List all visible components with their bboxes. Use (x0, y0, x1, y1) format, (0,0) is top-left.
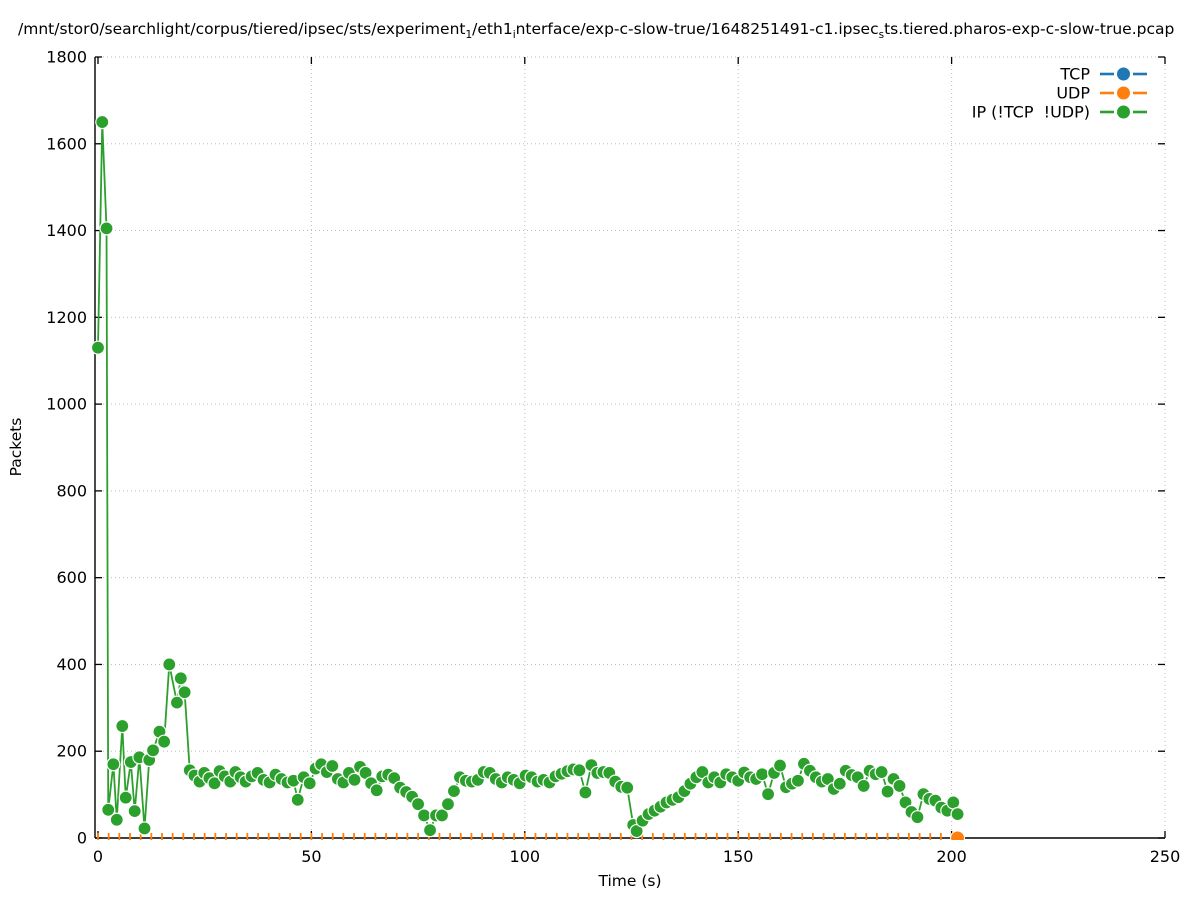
legend-marker-dot (1117, 86, 1130, 100)
legend-marker-dot (1117, 105, 1130, 119)
ip-point-marker (832, 776, 847, 791)
ip-point-marker (115, 718, 130, 734)
ip-point-marker (99, 221, 114, 236)
ip-point-marker (101, 802, 116, 817)
title-text: nterface/exp-c-slow-true/1648251491-c1.i… (515, 20, 879, 38)
title-text: ts.tiered.pharos-exp-c-slow-true.pcap (884, 20, 1175, 38)
y-tick-label: 800 (56, 481, 87, 500)
ip-point-marker (772, 758, 788, 773)
ip-point-marker (422, 823, 438, 838)
axis-border (94, 57, 1165, 839)
legend-marker-dot (1117, 67, 1130, 81)
ip-point-marker (169, 695, 185, 710)
y-tick-label: 0 (77, 829, 87, 848)
y-tick-label: 1000 (46, 395, 87, 414)
y-tick-label: 1400 (46, 221, 87, 240)
y-tick-label: 400 (56, 655, 87, 674)
ip-point-marker (302, 776, 317, 791)
title-text: /eth1 (472, 20, 513, 38)
legend-entry: TCP (1059, 65, 1147, 84)
y-tick-label: 1800 (46, 48, 87, 67)
ip-point-marker (95, 114, 110, 130)
ip-point-marker (207, 776, 222, 791)
ip-point-marker (754, 767, 770, 782)
title-text: /mnt/stor0/searchlight/corpus/tiered/ips… (18, 20, 466, 38)
ip-point-marker (695, 764, 710, 780)
y-tick-label: 600 (56, 568, 87, 587)
y-tick-label: 1600 (46, 134, 87, 153)
ip-point-marker (410, 797, 426, 812)
x-tick-labels: 0 50 100 150 200 250 (93, 847, 1180, 866)
title-subscript: i (512, 29, 516, 42)
y-tick-label: 200 (56, 742, 87, 761)
ip-point-marker (173, 671, 188, 686)
ip-point-marker (90, 340, 106, 355)
legend-entry: UDP (1056, 84, 1147, 103)
ip-point-marker (127, 803, 142, 819)
ip-series-line (97, 122, 959, 833)
ip-point-marker (856, 778, 871, 794)
ip-point-marker (578, 785, 593, 800)
ip-point-marker (910, 810, 925, 825)
x-tick-label: 200 (936, 847, 967, 866)
ip-point-marker (760, 787, 776, 802)
ip-point-marker (177, 685, 192, 700)
gridlines (95, 56, 1166, 838)
title-subscript: 1 (465, 29, 473, 42)
ip-point-marker (440, 797, 456, 812)
y-tick-label: 1200 (46, 308, 87, 327)
ip-point-marker (325, 758, 340, 774)
ip-point-marker (145, 743, 161, 758)
legend-label: UDP (1056, 84, 1090, 103)
ip-point-marker (347, 772, 362, 787)
ip-point-marker (790, 773, 806, 788)
ip-point-marker (106, 757, 121, 772)
x-tick-label: 150 (723, 847, 754, 866)
ip-point-marker (880, 784, 895, 799)
ip-point-marker (137, 821, 152, 836)
ip-point-marker (620, 780, 635, 795)
ip-point-marker (874, 764, 889, 780)
ip-point-marker (434, 808, 450, 823)
ip-point-marker (369, 783, 384, 798)
ip-point-marker (446, 784, 462, 799)
x-axis-label: Time (s) (598, 872, 662, 890)
tick-marks (95, 56, 1166, 839)
ip-point-marker (950, 807, 965, 822)
title-subscript: s (878, 29, 885, 42)
chart-title: /mnt/stor0/searchlight/corpus/tiered/ips… (18, 20, 1197, 41)
ip-point-marker (416, 808, 432, 823)
y-tick-labels: 0 200 400 600 800 1000 1200 1400 1600 1800 (46, 48, 87, 848)
x-tick-label: 250 (1150, 847, 1181, 866)
legend-label: IP (!TCP !UDP) (972, 103, 1090, 122)
x-tick-label: 100 (510, 847, 541, 866)
ip-point-marker (946, 795, 961, 810)
ip-point-marker (629, 823, 644, 839)
legend-label: TCP (1059, 65, 1090, 84)
ip-point-marker (162, 657, 177, 672)
x-tick-label: 0 (93, 847, 103, 866)
ip-point-marker (290, 792, 305, 807)
ip-point-marker (572, 763, 587, 778)
ip-point-marker (118, 790, 133, 805)
ip-point-marker (157, 734, 172, 749)
legend-entry: IP (!TCP !UDP) (972, 103, 1147, 122)
udp-last-point (950, 830, 966, 840)
x-tick-label: 50 (301, 847, 321, 866)
series-ip-other (90, 114, 965, 839)
ip-point-marker (892, 778, 907, 794)
series-udp (97, 830, 966, 840)
ip-point-marker (109, 812, 124, 827)
